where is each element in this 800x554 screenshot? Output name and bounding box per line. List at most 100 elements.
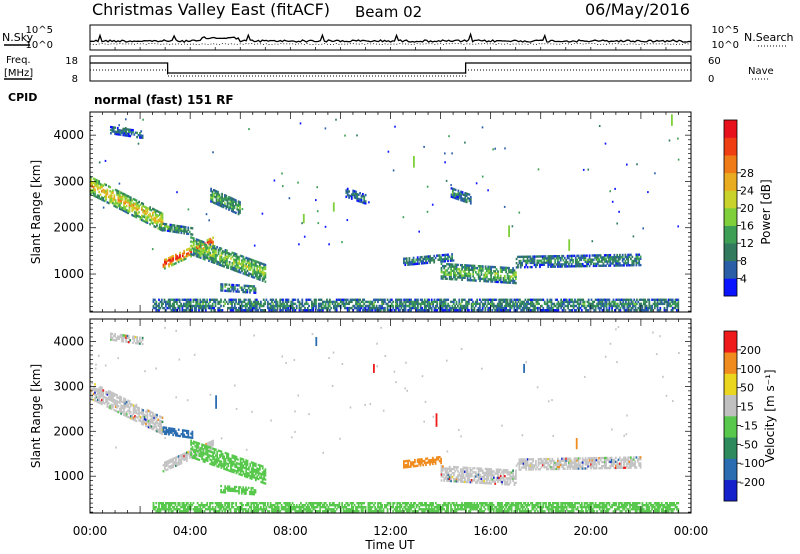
echo-cell <box>253 491 256 494</box>
echo-cell <box>608 264 610 267</box>
echo-cell <box>450 263 452 266</box>
echo-cell <box>222 203 225 207</box>
echo-cell <box>203 256 206 259</box>
echo-cell <box>201 252 203 256</box>
echo-cell <box>455 278 458 281</box>
echo-cell <box>217 306 220 310</box>
echo-cell <box>95 400 98 403</box>
echo-cell <box>649 304 652 308</box>
echo-cell <box>220 489 222 492</box>
echo-cell <box>220 460 223 463</box>
echo-cell <box>468 472 470 476</box>
echo-cell <box>194 445 197 448</box>
echo-cell <box>221 455 224 458</box>
echo-cell <box>284 304 287 308</box>
echo-cell <box>242 488 245 491</box>
echo-cell <box>164 426 166 429</box>
echo-cell <box>282 304 284 308</box>
echo-cell <box>131 209 134 213</box>
echo-cell <box>415 302 418 306</box>
scatter-echo <box>151 248 154 251</box>
echo-cell <box>154 217 157 220</box>
echo-cell <box>630 309 633 312</box>
echo-cell <box>407 298 410 301</box>
echo-cell <box>235 253 238 256</box>
echo-cell <box>129 411 132 414</box>
echo-cell <box>502 266 505 269</box>
echo-cell <box>368 309 371 312</box>
echo-cell <box>446 298 448 301</box>
echo-cell <box>238 306 240 310</box>
echo-cell <box>510 279 513 282</box>
echo-cell <box>178 300 181 304</box>
echo-cell <box>627 262 630 265</box>
echo-cell <box>177 461 180 464</box>
echo-cell <box>526 255 529 258</box>
echo-cell <box>180 259 183 262</box>
echo-cell <box>101 390 103 394</box>
echo-cell <box>420 460 423 463</box>
echo-cell <box>433 460 436 464</box>
echo-cell <box>479 277 481 280</box>
echo-cell <box>517 306 520 310</box>
echo-cell <box>165 302 167 306</box>
echo-cell <box>408 306 411 310</box>
echo-cell <box>328 298 331 301</box>
echo-cell <box>251 304 254 308</box>
echo-cell <box>120 410 123 413</box>
echo-cell <box>448 309 451 312</box>
echo-cell <box>215 198 218 201</box>
echo-cell <box>446 277 448 280</box>
echo-cell <box>656 304 659 308</box>
echo-cell <box>134 409 136 412</box>
echo-cell <box>487 280 490 283</box>
echo-cell <box>213 247 216 250</box>
echo-cell <box>481 304 484 308</box>
echo-cell <box>499 298 502 301</box>
echo-cell <box>627 255 630 259</box>
echo-cell <box>124 206 127 209</box>
echo-cell <box>464 270 466 273</box>
echo-cell <box>653 306 656 310</box>
echo-cell <box>378 306 381 310</box>
echo-cell <box>476 298 479 301</box>
echo-cell <box>320 306 323 310</box>
scatter-echo <box>356 134 358 137</box>
echo-cell <box>112 128 115 131</box>
echo-cell <box>579 298 582 301</box>
echo-cell <box>113 394 116 398</box>
echo-cell <box>163 298 166 301</box>
echo-cell <box>320 298 323 301</box>
echo-cell <box>459 272 462 275</box>
echo-cell <box>526 257 529 260</box>
echo-cell <box>448 469 451 473</box>
echo-cell <box>627 300 630 304</box>
echo-cell <box>186 451 188 454</box>
echo-cell <box>109 398 112 402</box>
echo-cell <box>282 302 284 306</box>
echo-cell <box>165 300 167 304</box>
echo-cell <box>146 219 149 222</box>
echo-cell <box>260 304 262 308</box>
echo-cell <box>219 204 222 208</box>
echo-cell <box>440 469 443 472</box>
echo-cell <box>454 274 457 277</box>
echo-cell <box>202 304 204 308</box>
echo-cell <box>671 302 674 306</box>
echo-cell <box>256 264 259 268</box>
echo-cell <box>438 258 441 261</box>
echo-cell <box>497 272 499 275</box>
echo-cell <box>426 304 429 308</box>
echo-cell <box>454 309 456 312</box>
echo-cell <box>242 470 245 473</box>
echo-cell <box>619 306 622 310</box>
echo-cell <box>599 260 602 263</box>
echo-cell <box>243 264 246 267</box>
echo-cell <box>203 251 206 255</box>
echo-cell <box>228 208 230 211</box>
echo-cell <box>98 182 101 185</box>
echo-cell <box>458 268 461 271</box>
echo-cell <box>231 487 233 491</box>
echo-cell <box>213 460 216 463</box>
echo-cell <box>656 302 659 306</box>
